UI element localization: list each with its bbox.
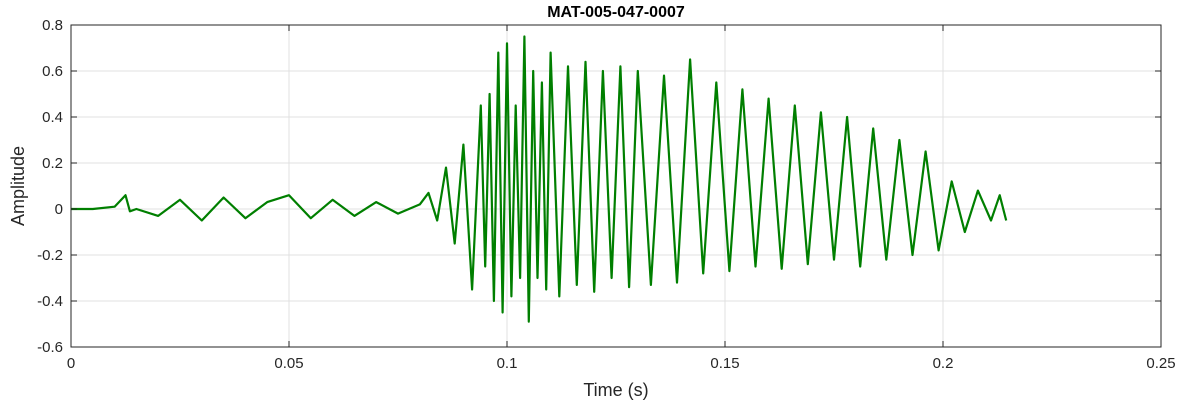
x-tick-label: 0.2 <box>933 355 954 372</box>
y-tick-label: 0.2 <box>42 155 63 172</box>
x-tick-label: 0.05 <box>274 355 303 372</box>
chart-title: MAT-005-047-0007 <box>547 4 685 21</box>
tick-marks <box>70 24 1162 348</box>
y-tick-label: 0.4 <box>42 109 63 126</box>
x-axis-label: Time (s) <box>583 380 648 400</box>
plot-frame <box>70 24 1162 348</box>
x-tick-label: 0 <box>67 355 75 372</box>
y-tick-label: -0.4 <box>37 293 63 310</box>
signal-trace <box>71 35 1008 323</box>
y-axis-label: Amplitude <box>8 146 28 226</box>
y-tick-label: -0.2 <box>37 247 63 264</box>
x-tick-label: 0.1 <box>497 355 518 372</box>
y-tick-label: 0.8 <box>42 17 63 34</box>
y-tick-label: 0.6 <box>42 63 63 80</box>
y-tick-label: 0 <box>55 201 63 218</box>
x-tick-label: 0.25 <box>1146 355 1175 372</box>
y-tick-labels: -0.6 -0.4 -0.2 0 0.2 0.4 0.6 0.8 <box>37 17 63 356</box>
x-tick-label: 0.15 <box>710 355 739 372</box>
y-tick-label: -0.6 <box>37 339 63 356</box>
series-line <box>71 35 1008 323</box>
x-tick-labels: 0 0.05 0.1 0.15 0.2 0.25 <box>67 355 1176 372</box>
